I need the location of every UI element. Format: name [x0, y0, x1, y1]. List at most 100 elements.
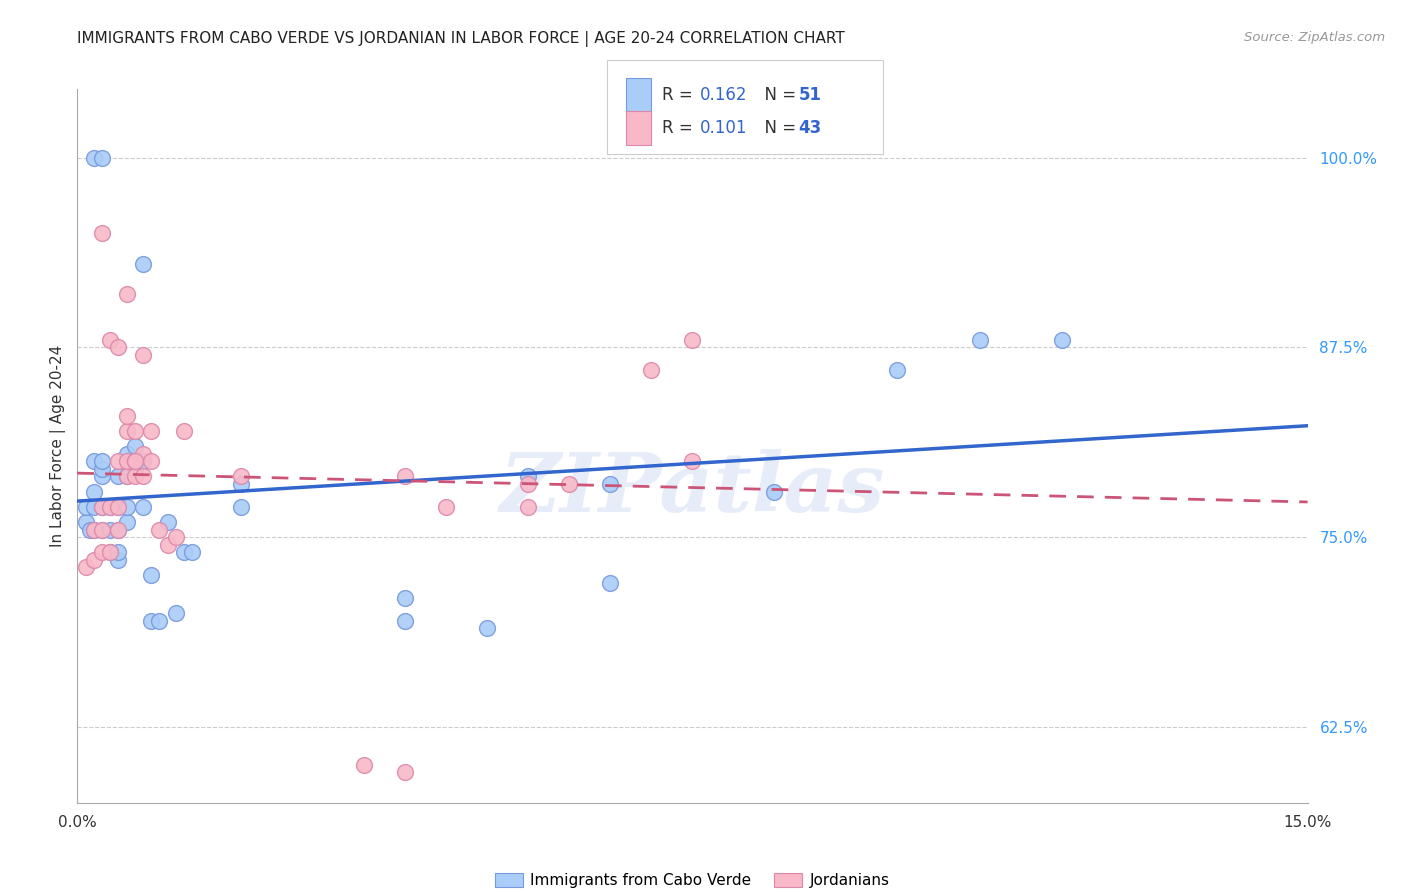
Point [394, 469, 416, 483]
Point [165, 530, 187, 544]
Point [75, 515, 97, 529]
Point [132, 500, 155, 514]
Point [115, 515, 138, 529]
Point [394, 765, 416, 780]
Text: 0.162: 0.162 [700, 86, 748, 103]
Text: 0.101: 0.101 [700, 119, 748, 136]
Text: N =: N = [754, 119, 801, 136]
Point [107, 500, 129, 514]
Point [107, 545, 129, 559]
Point [115, 454, 138, 468]
Point [90, 500, 114, 514]
Point [90, 454, 114, 468]
Point [98, 545, 121, 559]
Point [156, 538, 179, 552]
Point [98, 333, 121, 347]
Point [886, 363, 908, 377]
Point [231, 500, 253, 514]
Point [132, 257, 155, 271]
Point [75, 560, 97, 574]
Point [231, 477, 253, 491]
Text: IMMIGRANTS FROM CABO VERDE VS JORDANIAN IN LABOR FORCE | AGE 20-24 CORRELATION C: IMMIGRANTS FROM CABO VERDE VS JORDANIAN … [77, 31, 845, 47]
Point [98, 545, 121, 559]
Point [141, 424, 163, 438]
Point [75, 500, 97, 514]
Text: ZIPatlas: ZIPatlas [499, 449, 886, 529]
Point [124, 424, 146, 438]
Point [107, 553, 129, 567]
Point [79, 523, 101, 537]
Point [98, 500, 121, 514]
Point [141, 568, 163, 582]
Point [132, 454, 155, 468]
Point [1050, 333, 1073, 347]
Point [124, 454, 146, 468]
Point [599, 477, 621, 491]
Point [124, 454, 146, 468]
Text: R =: R = [662, 86, 699, 103]
Text: Source: ZipAtlas.com: Source: ZipAtlas.com [1244, 31, 1385, 45]
Point [599, 575, 621, 590]
Point [517, 469, 540, 483]
Point [115, 409, 138, 423]
Point [98, 500, 121, 514]
Point [394, 591, 416, 605]
Point [141, 614, 163, 628]
Point [83, 523, 105, 537]
Point [156, 515, 179, 529]
Point [640, 363, 662, 377]
Point [353, 757, 375, 772]
Point [124, 454, 146, 468]
Text: R =: R = [662, 119, 699, 136]
Point [107, 523, 129, 537]
Point [141, 454, 163, 468]
Point [132, 469, 155, 483]
Point [394, 614, 416, 628]
Point [107, 523, 129, 537]
Point [90, 545, 114, 559]
Point [132, 348, 155, 362]
Point [969, 333, 991, 347]
Y-axis label: In Labor Force | Age 20-24: In Labor Force | Age 20-24 [51, 345, 66, 547]
Point [124, 462, 146, 476]
Point [132, 447, 155, 461]
Point [115, 469, 138, 483]
Point [477, 621, 499, 635]
Point [148, 614, 170, 628]
Point [83, 151, 105, 165]
Point [124, 469, 146, 483]
Point [83, 484, 105, 499]
Point [517, 477, 540, 491]
Point [558, 477, 581, 491]
Point [107, 500, 129, 514]
Point [115, 469, 138, 483]
Point [107, 340, 129, 354]
Point [148, 523, 170, 537]
Point [90, 151, 114, 165]
Point [231, 469, 253, 483]
Point [682, 454, 704, 468]
Point [436, 500, 458, 514]
Point [90, 500, 114, 514]
Point [124, 439, 146, 453]
Point [90, 523, 114, 537]
Point [107, 469, 129, 483]
Text: 51: 51 [799, 86, 821, 103]
Text: 43: 43 [799, 119, 823, 136]
Point [115, 447, 138, 461]
Legend: Immigrants from Cabo Verde, Jordanians: Immigrants from Cabo Verde, Jordanians [495, 873, 890, 888]
Point [517, 500, 540, 514]
Point [107, 454, 129, 468]
Point [83, 553, 105, 567]
Point [682, 333, 704, 347]
Point [173, 545, 195, 559]
Point [115, 287, 138, 301]
Point [90, 227, 114, 241]
Point [181, 545, 204, 559]
Point [90, 469, 114, 483]
Point [90, 462, 114, 476]
Point [173, 424, 195, 438]
Point [115, 500, 138, 514]
Point [83, 454, 105, 468]
Point [83, 523, 105, 537]
